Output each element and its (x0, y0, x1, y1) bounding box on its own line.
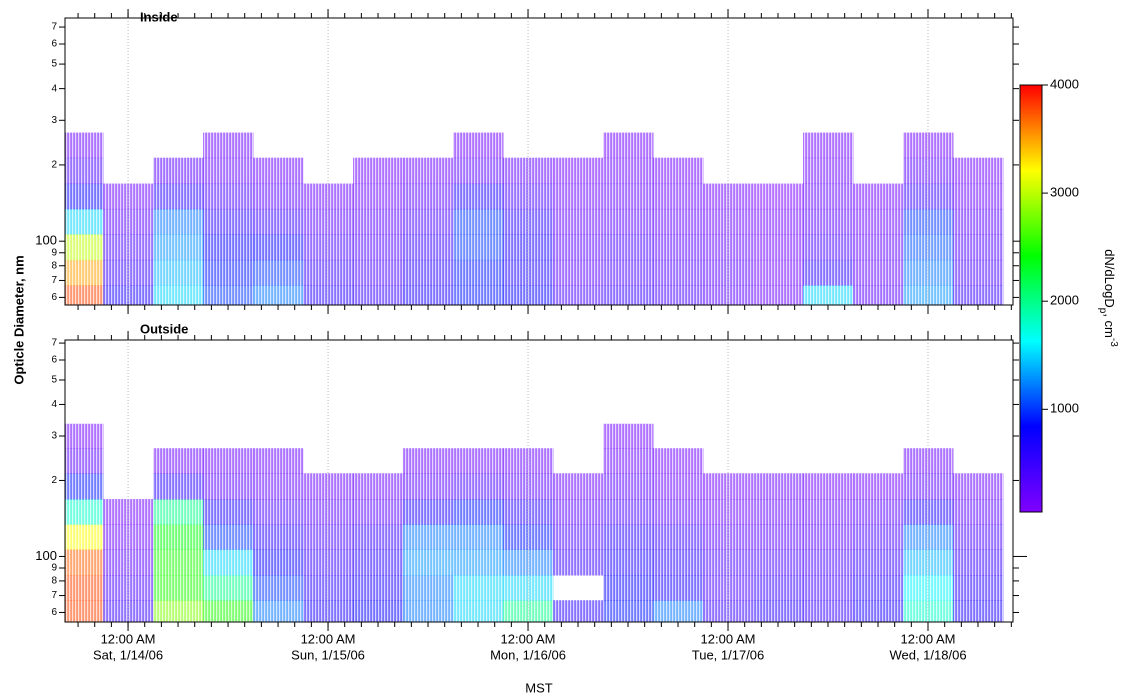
colorbar (1019, 84, 1043, 513)
y-tick-label: 9 (51, 563, 57, 574)
y-tick-label: 5 (51, 375, 57, 386)
x-tick-label: 12:00 AM (901, 631, 956, 646)
y-tick-label: 8 (51, 260, 57, 271)
panel-title: Outside (140, 321, 188, 336)
x-tick-label: Mon, 1/16/06 (490, 647, 566, 662)
colorbar-label-part: -3 (1108, 338, 1119, 347)
y-tick-label: 6 (51, 39, 57, 50)
y-tick-label: 2 (51, 160, 57, 171)
stripes (65, 340, 1013, 622)
x-tick-label: Sun, 1/15/06 (291, 647, 365, 662)
y-tick-label: 6 (51, 292, 57, 303)
colorbar-label-part: p (1097, 308, 1108, 314)
y-tick-label: 8 (51, 576, 57, 587)
colorbar-label-part: , cm (1102, 313, 1117, 338)
y-axis-label: Opticle Diameter, nm (11, 255, 26, 384)
y-tick-label: 7 (51, 22, 57, 33)
y-tick-label: 5 (51, 59, 57, 70)
y-tick-label: 7 (51, 590, 57, 601)
y-tick-label: 100 (35, 548, 57, 563)
y-tick-label: 6 (51, 355, 57, 366)
panel-title: Inside (140, 9, 178, 24)
colorbar-label-part: dN/dLogD (1102, 249, 1117, 308)
y-tick-label: 100 (35, 233, 57, 248)
x-tick-label: Sat, 1/14/06 (93, 647, 163, 662)
x-tick-label: Tue, 1/17/06 (692, 647, 765, 662)
y-tick-label: 3 (51, 115, 57, 126)
colorbar-tick-label: 4000 (1050, 76, 1079, 91)
colorbar-tick-label: 1000 (1050, 401, 1079, 416)
colorbar-tick-label: 2000 (1050, 293, 1079, 308)
x-tick-label: 12:00 AM (101, 631, 156, 646)
y-tick-label: 9 (51, 247, 57, 258)
y-tick-label: 4 (51, 83, 57, 94)
y-tick-label: 6 (51, 607, 57, 618)
colorbar-label: dN/dLogDp, cm-3 (1097, 249, 1119, 347)
x-axis-label: MST (525, 680, 553, 695)
y-tick-label: 7 (51, 275, 57, 286)
x-tick-label: 12:00 AM (701, 631, 756, 646)
plot-frame (64, 17, 1014, 306)
x-tick-label: 12:00 AM (501, 631, 556, 646)
plot-frame (64, 339, 1014, 623)
stripes (65, 18, 1013, 305)
y-tick-label: 4 (51, 399, 57, 410)
y-tick-label: 2 (51, 475, 57, 486)
x-tick-label: 12:00 AM (301, 631, 356, 646)
x-tick-label: Wed, 1/18/06 (889, 647, 966, 662)
y-tick-label: 7 (51, 338, 57, 349)
colorbar-tick-label: 3000 (1050, 185, 1079, 200)
y-tick-label: 3 (51, 431, 57, 442)
